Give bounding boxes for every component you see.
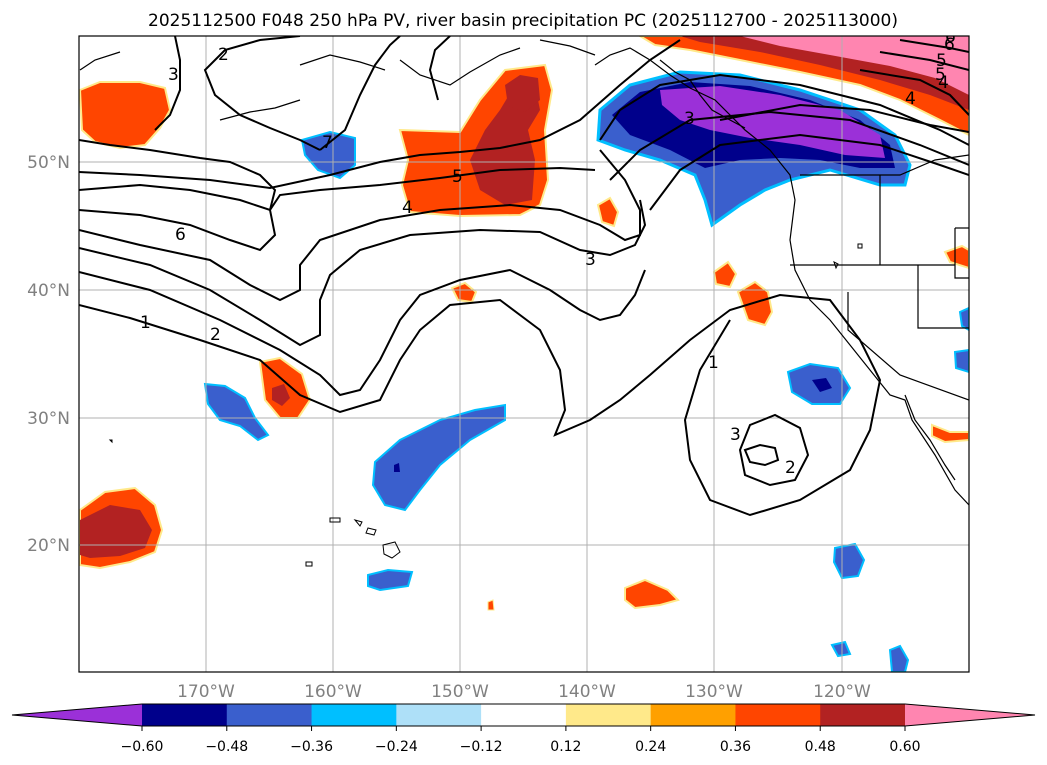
islands — [108, 243, 863, 567]
colorbar-segment — [226, 704, 313, 726]
lat-label: 30°N — [27, 409, 70, 429]
colorbar-tick-label: 0.12 — [550, 739, 581, 755]
colorbar-tick-label: −0.60 — [121, 739, 164, 755]
pv-contours — [79, 36, 969, 517]
colorbar-segment — [311, 704, 397, 726]
precip-negative-region — [367, 568, 414, 592]
precip-negative-region — [958, 306, 969, 332]
contour-label: 3 — [730, 425, 741, 445]
precip-negative-region — [371, 403, 506, 512]
colorbar-tick-label: −0.36 — [290, 739, 333, 755]
precip-negative-region — [953, 348, 969, 374]
colorbar-segment — [820, 704, 906, 726]
lat-label: 20°N — [27, 536, 70, 556]
colorbar-segment — [735, 704, 821, 726]
contour-label: 4 — [402, 198, 413, 218]
colorbar-extend-max — [905, 704, 1035, 726]
contour-label: 3 — [168, 65, 179, 85]
precip-positive-region — [943, 244, 969, 270]
precip-positive-region — [487, 599, 495, 611]
contour-label: 4 — [905, 89, 916, 109]
colorbar-segment — [142, 704, 228, 726]
precip-negative-region — [300, 130, 356, 180]
precip-strong-region — [470, 85, 540, 205]
contour-label: 6 — [944, 35, 955, 55]
map-frame — [78, 35, 970, 673]
lon-label: 120°W — [813, 682, 871, 702]
contour-label: 5 — [452, 167, 463, 187]
precip-positive-region — [596, 196, 620, 228]
lon-label: 150°W — [431, 682, 489, 702]
precip-extreme-negative-region — [660, 86, 885, 158]
colorbar-tick-label: 0.60 — [889, 739, 920, 755]
contour-label: 5 — [936, 51, 947, 71]
contour-label: 1 — [140, 313, 151, 333]
contour-label: 3 — [585, 250, 596, 270]
lat-label: 40°N — [27, 281, 70, 301]
lon-label: 160°W — [304, 682, 362, 702]
lon-label: 140°W — [558, 682, 616, 702]
contour-label: 7 — [322, 133, 333, 153]
figure-title: 2025112500 F048 250 hPa PV, river basin … — [148, 11, 898, 31]
map-panel: 1 2 3 4 5 6 7 1 2 3 3 4 5 6 2 3 4 5 6 — [79, 27, 969, 672]
precip-extreme-region — [740, 36, 969, 95]
precip-negative-region — [830, 640, 852, 658]
contour-label: 6 — [945, 27, 956, 47]
colorbar-segment — [481, 704, 567, 726]
lon-label: 170°W — [177, 682, 235, 702]
contour-label: 5 — [935, 65, 946, 85]
contour-label: 6 — [175, 225, 186, 245]
precip-positive-region — [712, 260, 738, 289]
colorbar-segment — [396, 704, 482, 726]
precip-strong-negative-region — [812, 378, 832, 392]
colorbar-tick-label: 0.36 — [720, 739, 751, 755]
precip-strong-negative-region — [394, 463, 400, 472]
colorbar-segment — [565, 704, 652, 726]
contour-label: 2 — [785, 458, 796, 478]
precip-strong-region — [505, 75, 540, 112]
contour-label: 2 — [210, 325, 221, 345]
colorbar — [11, 703, 1036, 731]
colorbar-extend-min — [12, 704, 142, 726]
precip-positive-region — [624, 578, 680, 610]
colorbar-tick-label: −0.48 — [205, 739, 248, 755]
contour-label: 1 — [708, 353, 719, 373]
contour-label: 2 — [218, 45, 229, 65]
precip-positive-region — [931, 423, 969, 444]
lon-labels: 170°W 160°W 150°W 140°W 130°W 120°W — [177, 682, 871, 702]
lat-label: 50°N — [27, 153, 70, 173]
precip-positive-region — [450, 281, 478, 304]
coastlines — [79, 39, 969, 506]
precip-negative-region — [888, 644, 910, 672]
colorbar-tick-label: −0.12 — [460, 739, 503, 755]
colorbar-tick-label: −0.24 — [375, 739, 418, 755]
precip-negative-region — [203, 382, 270, 442]
contour-label: 3 — [684, 109, 695, 129]
precip-strong-region — [272, 384, 290, 406]
colorbar-tick-labels: −0.60 −0.48 −0.36 −0.24 −0.12 0.12 0.24 … — [121, 739, 921, 755]
contour-label: 4 — [938, 73, 949, 93]
lon-label: 130°W — [685, 682, 743, 702]
contour-labels: 1 2 3 4 5 6 7 1 2 3 3 4 5 6 2 3 4 5 6 — [140, 27, 956, 478]
lat-labels: 50°N 40°N 30°N 20°N — [27, 153, 70, 556]
colorbar-tick-label: 0.48 — [805, 739, 836, 755]
precip-positive-region — [79, 81, 172, 150]
colorbar-segment — [650, 704, 736, 726]
colorbar-tick-label: 0.24 — [635, 739, 666, 755]
